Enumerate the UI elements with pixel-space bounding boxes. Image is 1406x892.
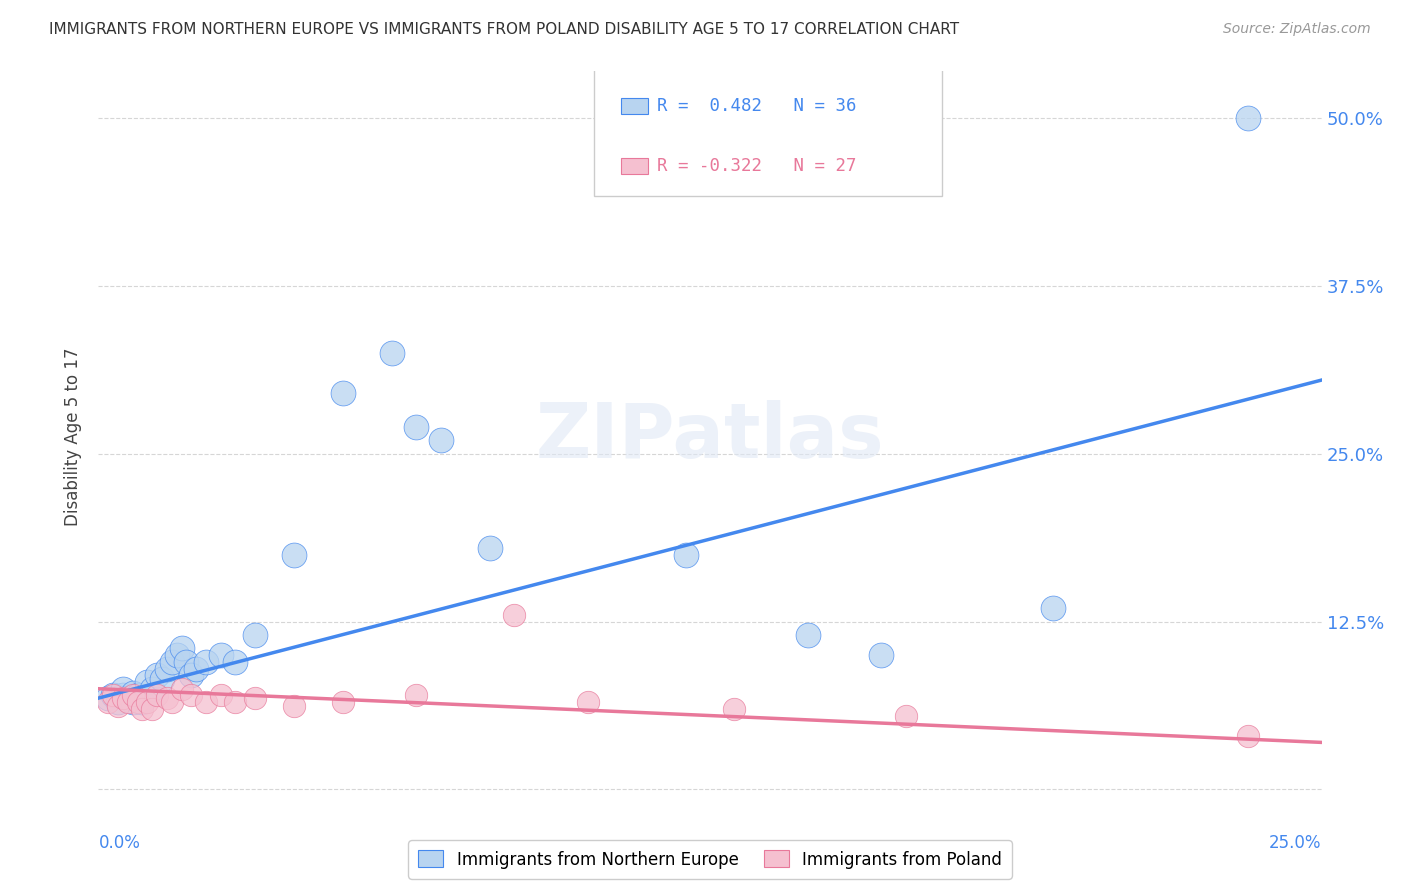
Point [283,699,305,714]
Point [170,681,193,696]
Point [283,548,305,562]
Point [209,689,232,703]
Y-axis label: Disability Age 5 to 17: Disability Age 5 to 17 [65,348,83,526]
Point [405,420,427,434]
Point [675,548,697,562]
Legend: Immigrants from Northern Europe, Immigrants from Poland: Immigrants from Northern Europe, Immigra… [408,840,1012,879]
Point [141,702,163,716]
Point [136,695,159,709]
Point [131,695,153,709]
Point [117,695,139,709]
Point [107,695,129,709]
Point [723,702,745,716]
Point [503,607,526,622]
Point [430,434,453,448]
Point [107,699,129,714]
Point [146,689,169,703]
Point [127,695,149,709]
Point [160,695,183,709]
Point [870,648,893,662]
Point [121,689,143,703]
Point [1237,112,1260,126]
Point [97,695,120,709]
Point [1237,729,1260,743]
Point [111,691,134,706]
Point [381,346,404,360]
Point [195,655,218,669]
Point [156,691,179,706]
Point [797,628,820,642]
Point [332,695,354,709]
FancyBboxPatch shape [593,68,942,195]
Point [121,686,143,700]
Point [894,708,917,723]
Text: IMMIGRANTS FROM NORTHERN EUROPE VS IMMIGRANTS FROM POLAND DISABILITY AGE 5 TO 17: IMMIGRANTS FROM NORTHERN EUROPE VS IMMIG… [49,22,959,37]
Point [243,691,266,706]
Point [141,681,163,696]
Text: R = -0.322   N = 27: R = -0.322 N = 27 [658,158,856,176]
Text: 0.0%: 0.0% [98,834,141,852]
Point [136,675,159,690]
Point [127,689,149,703]
Point [101,689,124,703]
Point [111,681,134,696]
Point [131,702,153,716]
Point [150,673,173,687]
Text: ZIPatlas: ZIPatlas [536,401,884,474]
Point [1042,601,1064,615]
Point [117,691,139,706]
Point [97,691,120,706]
Point [224,655,246,669]
Point [405,689,427,703]
Point [121,695,143,709]
Point [111,689,134,703]
Point [224,695,246,709]
Point [166,648,188,662]
Point [180,689,202,703]
Point [243,628,266,642]
Text: 25.0%: 25.0% [1270,834,1322,852]
Point [176,655,198,669]
Point [332,386,354,401]
Text: Source: ZipAtlas.com: Source: ZipAtlas.com [1223,22,1371,37]
Point [478,541,501,555]
FancyBboxPatch shape [620,98,648,114]
Point [195,695,218,709]
FancyBboxPatch shape [620,159,648,175]
Point [209,648,232,662]
Point [146,668,169,682]
Point [170,641,193,656]
Point [156,662,179,676]
Point [180,668,202,682]
Text: R =  0.482   N = 36: R = 0.482 N = 36 [658,96,856,115]
Point [160,655,183,669]
Point [101,689,124,703]
Point [576,695,599,709]
Point [186,662,208,676]
